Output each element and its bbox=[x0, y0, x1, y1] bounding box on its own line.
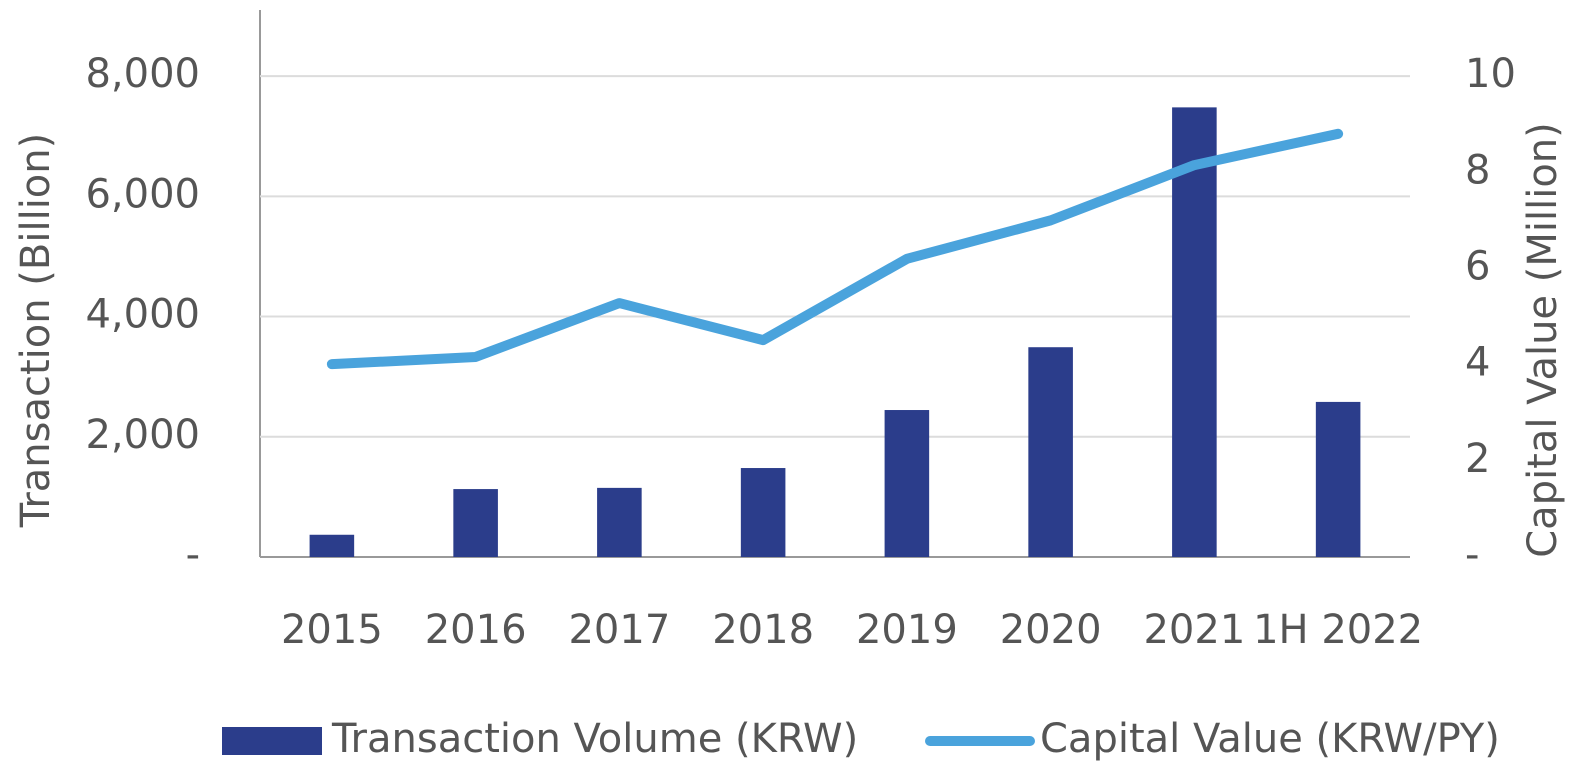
bar bbox=[1028, 347, 1073, 557]
y2-tick-label: 8 bbox=[1465, 147, 1490, 193]
bar bbox=[1172, 107, 1217, 557]
y2-tick-label: - bbox=[1465, 532, 1479, 578]
x-tick-label: 1H 2022 bbox=[1253, 607, 1423, 653]
x-tick-label: 2015 bbox=[281, 607, 383, 653]
x-tick-label: 2017 bbox=[568, 607, 670, 653]
x-tick-label: 2019 bbox=[856, 607, 958, 653]
legend-label: Transaction Volume (KRW) bbox=[331, 716, 858, 762]
bar bbox=[309, 534, 355, 557]
x-tick-label: 2016 bbox=[425, 607, 527, 653]
bar bbox=[597, 487, 642, 557]
bar bbox=[1315, 401, 1361, 557]
bar bbox=[453, 489, 498, 557]
y2-axis-title: Capital Value (Million) bbox=[1520, 122, 1566, 558]
legend-label: Capital Value (KRW/PY) bbox=[1040, 716, 1500, 762]
x-tick-label: 2021 bbox=[1143, 607, 1245, 653]
legend-swatch bbox=[222, 727, 322, 755]
y-tick-label: 8,000 bbox=[85, 51, 200, 97]
bar bbox=[740, 468, 786, 557]
y-axis-title: Transaction (Billion) bbox=[13, 133, 59, 528]
bar bbox=[884, 410, 930, 557]
y-tick-label: 4,000 bbox=[85, 292, 200, 338]
y-tick-label: 2,000 bbox=[85, 412, 200, 458]
line bbox=[326, 128, 1344, 370]
x-tick-label: 2020 bbox=[1000, 607, 1102, 653]
y2-tick-label: 6 bbox=[1465, 243, 1490, 289]
y2-tick-label: 10 bbox=[1465, 51, 1516, 97]
y2-tick-label: 2 bbox=[1465, 436, 1490, 482]
y-tick-label: 6,000 bbox=[85, 171, 200, 217]
x-tick-label: 2018 bbox=[712, 607, 814, 653]
y2-tick-label: 4 bbox=[1465, 340, 1490, 386]
y-tick-label: - bbox=[186, 532, 200, 578]
